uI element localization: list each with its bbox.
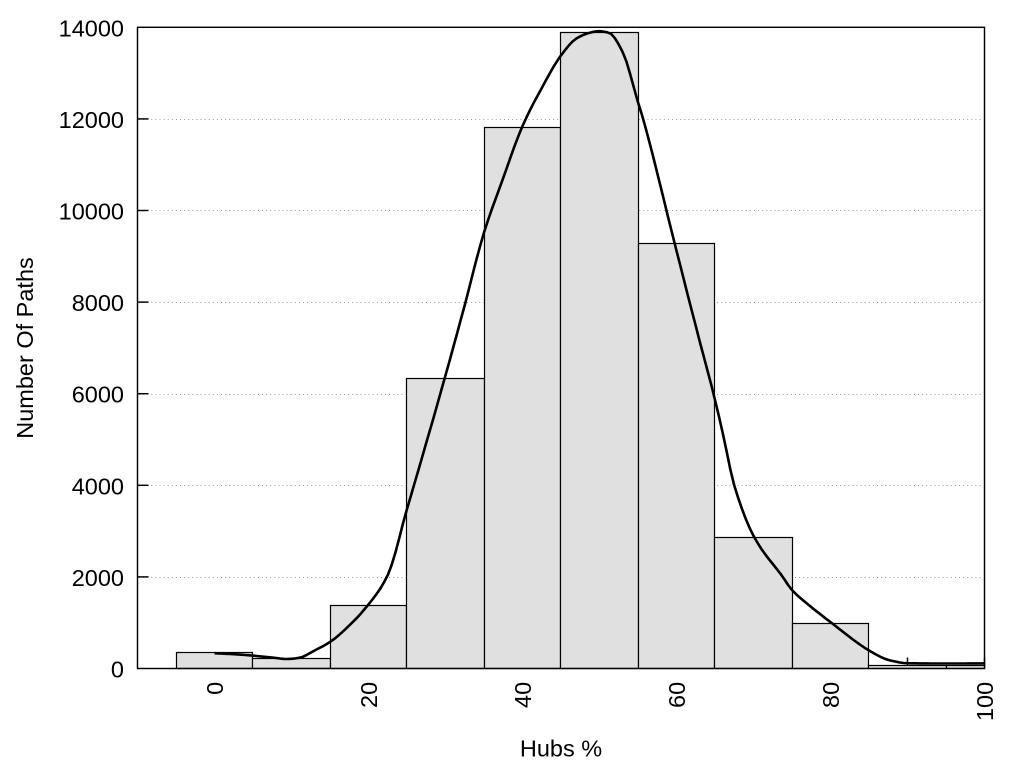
svg-text:0: 0 [111, 657, 124, 683]
svg-text:4000: 4000 [72, 473, 124, 499]
svg-text:60: 60 [664, 682, 690, 708]
svg-text:10000: 10000 [59, 199, 124, 225]
svg-text:14000: 14000 [59, 15, 124, 41]
svg-text:20: 20 [356, 682, 382, 708]
svg-text:Number Of Paths: Number Of Paths [12, 257, 38, 439]
svg-text:8000: 8000 [72, 290, 124, 316]
svg-text:6000: 6000 [72, 382, 124, 408]
svg-text:80: 80 [818, 682, 844, 708]
svg-text:100: 100 [972, 682, 998, 721]
svg-text:40: 40 [510, 682, 536, 708]
svg-text:12000: 12000 [59, 107, 124, 133]
svg-text:0: 0 [202, 682, 228, 695]
svg-text:Hubs %: Hubs % [520, 736, 602, 762]
svg-text:2000: 2000 [72, 565, 124, 591]
